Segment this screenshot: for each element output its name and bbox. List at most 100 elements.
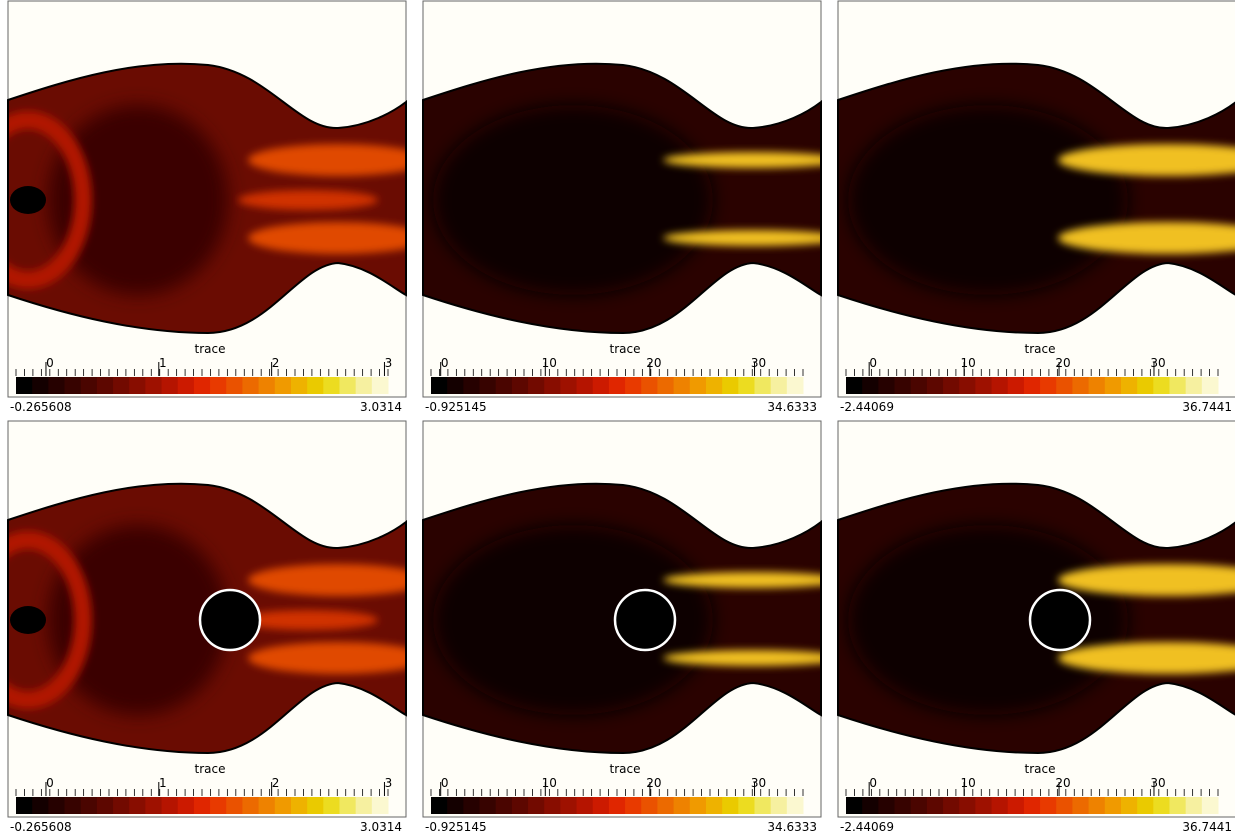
tick-label: 10	[960, 356, 975, 370]
colorbar-cell	[528, 377, 545, 394]
colorbar-cell	[608, 797, 626, 814]
colorbar-cell	[657, 377, 675, 394]
colorbar-cell	[113, 377, 130, 394]
field-band	[1058, 642, 1235, 674]
colorbar-cell	[64, 377, 82, 394]
range-max: 34.6333	[767, 820, 817, 834]
field-dark	[848, 525, 1128, 715]
field-dark	[48, 525, 228, 715]
field-ring	[8, 531, 92, 709]
colorbar-cell	[544, 377, 561, 394]
colorbar-cell	[1201, 377, 1219, 394]
colorbar-cell	[722, 377, 739, 394]
colorbar-cell	[576, 377, 594, 394]
colorbar-cell	[1153, 377, 1170, 394]
colorbar-cell	[48, 377, 66, 394]
tick-label: 0	[869, 776, 877, 790]
colorbar-cell	[625, 377, 642, 394]
colorbar-cell	[592, 797, 610, 814]
field-dark	[433, 525, 713, 715]
colorbar-cell	[1056, 377, 1073, 394]
tick-label: 20	[646, 356, 661, 370]
field-band	[238, 610, 378, 630]
colorbar-cell	[894, 377, 912, 394]
colorbar-cell	[738, 797, 755, 814]
colorbar-cell	[1137, 377, 1154, 394]
colorbar-cell	[479, 797, 497, 814]
tick-label: 0	[869, 356, 877, 370]
colorbar-cell	[657, 797, 675, 814]
colorbar-cell	[959, 377, 976, 394]
colorbar-cell	[846, 797, 863, 814]
colorbar-cell	[641, 797, 658, 814]
colorbar-cell	[625, 797, 642, 814]
colorbar-cell	[177, 377, 195, 394]
channel-wall	[837, 482, 1235, 755]
colorbar-cell	[926, 377, 944, 394]
colorbar-cell	[1088, 797, 1106, 814]
colorbar-cell	[193, 797, 211, 814]
colorbar-cell	[307, 377, 324, 394]
colorbar-cell	[161, 377, 179, 394]
colorbar-title: trace	[610, 762, 641, 776]
range-min: -0.925145	[425, 400, 487, 414]
colorbar-title: trace	[195, 762, 226, 776]
tick-label: 1	[159, 356, 167, 370]
colorbar-cell	[242, 377, 260, 394]
range-max: 3.0314	[360, 820, 402, 834]
field-band	[663, 152, 821, 168]
colorbar-cell	[193, 377, 211, 394]
colorbar-cell	[1072, 377, 1090, 394]
colorbar-cell	[16, 797, 33, 814]
colorbar-cell	[339, 797, 357, 814]
colorbar-cell	[1056, 797, 1073, 814]
field-core	[10, 186, 46, 214]
field-dark	[848, 105, 1128, 295]
tick-label: 30	[1150, 356, 1165, 370]
field-band	[1058, 144, 1235, 176]
colorbar-cell	[862, 797, 879, 814]
field-band	[663, 572, 821, 588]
range-min: -2.44069	[840, 400, 894, 414]
colorbar-cell	[878, 377, 896, 394]
colorbar-cell	[495, 797, 513, 814]
colorbar-cell	[1104, 377, 1122, 394]
colorbar-cell	[463, 377, 481, 394]
colorbar-cell	[770, 797, 788, 814]
colorbar-cell	[1104, 797, 1122, 814]
colorbar-cell	[878, 797, 896, 814]
colorbar-cell	[1201, 797, 1219, 814]
obstacle	[198, 588, 262, 652]
tick-label: 0	[46, 356, 54, 370]
colorbar-cell	[689, 377, 707, 394]
range-min: -0.925145	[425, 820, 487, 834]
colorbar-cell	[689, 797, 707, 814]
field-band	[248, 564, 406, 596]
colorbar-cell	[560, 377, 578, 394]
field	[423, 63, 821, 334]
tick-label: 30	[751, 356, 766, 370]
colorbar-cell	[210, 797, 227, 814]
colorbar-cell	[495, 377, 513, 394]
range-min: -2.44069	[840, 820, 894, 834]
field-band	[248, 144, 406, 176]
range-max: 36.7441	[1182, 400, 1232, 414]
tick-label: 0	[46, 776, 54, 790]
colorbar-cell	[943, 797, 960, 814]
tick-label: 20	[646, 776, 661, 790]
colorbar-cell	[274, 377, 292, 394]
obstacle	[1028, 588, 1092, 652]
colorbar-cell	[16, 377, 33, 394]
colorbar-cell	[1169, 377, 1187, 394]
colorbar-cell	[1088, 377, 1106, 394]
colorbar-cell	[210, 377, 227, 394]
field-ring	[8, 111, 92, 289]
colorbar-cell	[226, 377, 243, 394]
tick-label: 0	[441, 356, 449, 370]
channel-wall	[7, 62, 407, 335]
colorbar-cell	[113, 797, 130, 814]
colorbar-cell	[975, 377, 993, 394]
colorbar-cell	[145, 377, 163, 394]
colorbar-cell	[894, 797, 912, 814]
colorbar-cell	[959, 797, 976, 814]
